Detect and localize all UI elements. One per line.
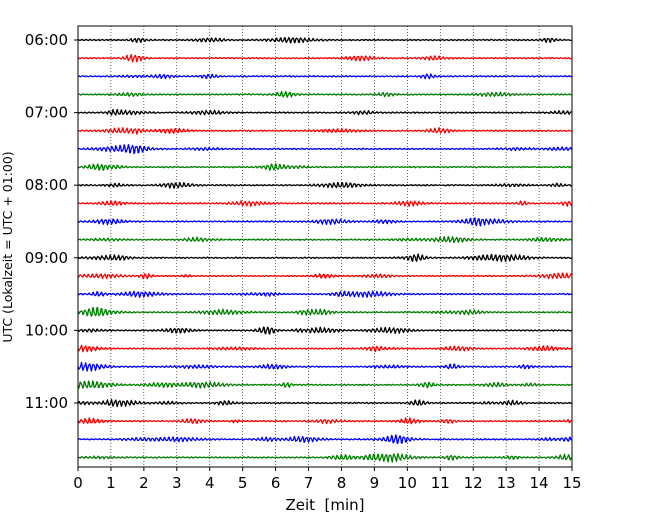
- trace-0745: [77, 163, 572, 171]
- plot-frame: [77, 25, 573, 468]
- y-tick-label: 09:00: [25, 249, 68, 267]
- y-tick-label: 11:00: [25, 394, 68, 412]
- y-tick-label: 07:00: [25, 104, 68, 122]
- trace-0715: [77, 127, 572, 135]
- x-tick-label: 8: [337, 474, 347, 492]
- trace-0830: [77, 217, 572, 227]
- trace-0645: [77, 90, 572, 98]
- trace-0930: [77, 290, 572, 298]
- x-tick-label: 10: [398, 474, 417, 492]
- trace-0945: [77, 306, 572, 317]
- x-axis-title: Zeit [min]: [285, 496, 364, 514]
- x-tick-label: 11: [431, 474, 450, 492]
- y-axis-title: UTC (Lokalzeit = UTC + 01:00): [0, 151, 15, 342]
- trace-1030: [77, 361, 572, 372]
- trace-0700: [77, 108, 572, 116]
- trace-0815: [77, 200, 573, 207]
- x-tick-label: 6: [271, 474, 281, 492]
- plot-background: [78, 26, 572, 467]
- x-tick-label: 13: [497, 474, 516, 492]
- x-tick-label: 2: [139, 474, 149, 492]
- x-tick-label: 15: [562, 474, 581, 492]
- y-tick-label: 06:00: [25, 31, 68, 49]
- trace-1100: [77, 398, 572, 408]
- trace-1145: [77, 452, 573, 463]
- trace-1015: [77, 344, 573, 353]
- traces: [77, 37, 573, 463]
- x-tick-label: 12: [464, 474, 483, 492]
- trace-1045: [77, 380, 572, 390]
- trace-1000: [77, 326, 572, 335]
- x-ticks: 0 1 2 3 4 5 6 7 8 9 10 11 12 13 14 15: [73, 467, 582, 492]
- x-tick-label: 1: [106, 474, 116, 492]
- x-tick-label: 14: [530, 474, 549, 492]
- x-tick-label: 7: [304, 474, 314, 492]
- x-tick-label: 4: [205, 474, 215, 492]
- trace-0800: [77, 181, 572, 189]
- trace-0615: [77, 53, 572, 63]
- y-tick-label: 08:00: [25, 176, 68, 194]
- trace-0900: [77, 253, 572, 263]
- trace-0730: [77, 144, 573, 155]
- x-tick-label: 5: [238, 474, 248, 492]
- x-tick-label: 0: [73, 474, 83, 492]
- trace-1115: [77, 417, 572, 425]
- y-ticks: 06:00 07:00 08:00 09:00 10:00 11:00: [25, 31, 78, 412]
- trace-0845: [77, 235, 572, 244]
- x-tick-label: 3: [172, 474, 182, 492]
- y-tick-label: 10:00: [25, 321, 68, 339]
- trace-0630: [77, 73, 572, 80]
- trace-0915: [77, 272, 572, 280]
- trace-0600: [77, 37, 572, 44]
- x-tick-label: 9: [370, 474, 380, 492]
- trace-1130: [77, 434, 572, 444]
